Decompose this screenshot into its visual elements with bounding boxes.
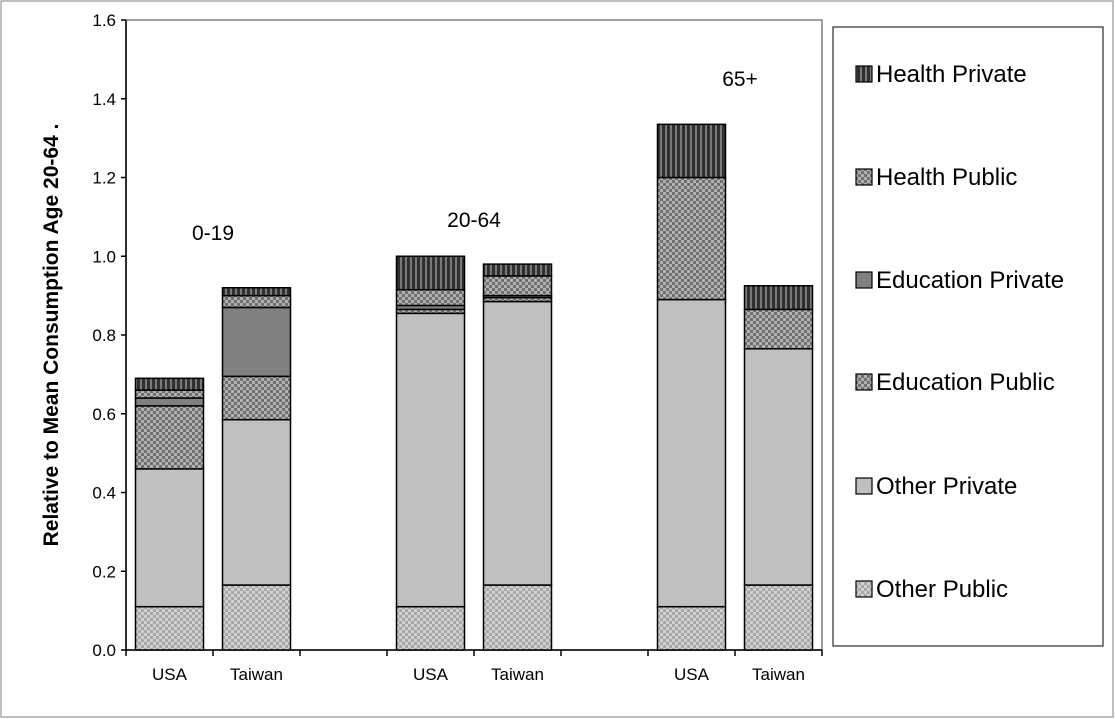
y-tick-label: 1.2 [92, 169, 116, 188]
y-tick-label: 1.6 [92, 11, 116, 30]
bar-segment-other-private [134, 468, 205, 608]
y-tick-label: 1.0 [92, 247, 116, 266]
legend-swatch [855, 373, 873, 391]
bar-segment-health-private [221, 287, 292, 297]
legend-entry-label: Health Public [876, 164, 1017, 191]
bar-segment-other-public [743, 584, 814, 651]
legend-swatch [855, 477, 873, 495]
legend-entry-label: Education Private [876, 267, 1064, 294]
bar-segment-education-public [134, 405, 205, 470]
legend-entry-label: Other Private [876, 473, 1017, 500]
bar-segment-other-private [656, 298, 727, 608]
x-category-label: USA [674, 665, 710, 684]
x-category-label: Taiwan [491, 665, 544, 684]
bar-segment-other-public [482, 584, 553, 651]
legend-entry-label: Education Public [876, 369, 1055, 396]
y-axis-label: Relative to Mean Consumption Age 20-64 . [40, 124, 63, 547]
category-labels: USA Taiwan USA Taiwan USA Taiwan [152, 665, 805, 684]
bar-segment-health-private [395, 255, 466, 291]
age-group-label: 65+ [722, 68, 758, 91]
x-category-label: USA [152, 665, 188, 684]
bar-segment-other-private [482, 300, 553, 586]
bar-segment-health-public [482, 275, 553, 297]
legend-swatch [855, 271, 873, 289]
age-group-label: 0-19 [192, 222, 234, 245]
bar-segment-health-public [395, 288, 466, 307]
bar-segment-education-private [221, 306, 292, 378]
bar-segment-other-public [395, 605, 466, 651]
bar-segment-education-private [134, 397, 205, 407]
bar-segment-other-public [221, 584, 292, 651]
bar-segment-health-public [221, 294, 292, 309]
bar-segment-health-private [134, 377, 205, 391]
bar-segment-health-private [482, 263, 553, 277]
legend-swatch [855, 65, 873, 83]
y-axis: 0.0 0.2 0.4 0.6 0.8 1.0 1.2 1.4 1.6 [92, 11, 127, 660]
legend-swatch [855, 580, 873, 598]
bars [134, 123, 814, 651]
bar-segment-education-public [221, 375, 292, 421]
bar-segment-health-private [743, 285, 814, 311]
legend-entry-label: Health Private [876, 61, 1027, 88]
y-tick-label: 0.8 [92, 326, 116, 345]
x-category-label: Taiwan [752, 665, 805, 684]
bar-segment-health-public [134, 389, 205, 399]
bar-segment-other-public [656, 605, 727, 651]
legend-box [832, 26, 1104, 647]
y-tick-label: 0.0 [92, 641, 116, 660]
bar-segment-health-public [743, 308, 814, 350]
bar-segment-other-public [134, 605, 205, 651]
x-axis [125, 649, 823, 656]
x-category-label: USA [413, 665, 449, 684]
age-group-label: 20-64 [447, 209, 501, 232]
y-tick-label: 1.4 [92, 90, 116, 109]
y-tick-label: 0.4 [92, 484, 116, 503]
y-tick-label: 0.2 [92, 562, 116, 581]
bar-segment-other-private [221, 418, 292, 586]
bar-segment-health-private [656, 123, 727, 179]
group-labels: 0-19 20-64 65+ [192, 68, 758, 245]
x-category-label: Taiwan [230, 665, 283, 684]
legend: Health Private Health Public Education Pri… [855, 61, 1064, 603]
bar-segment-other-private [743, 348, 814, 586]
bar-segment-health-public [656, 176, 727, 301]
y-tick-label: 0.6 [92, 405, 116, 424]
bar-segment-other-private [395, 312, 466, 608]
legend-swatch [855, 168, 873, 186]
legend-entry-label: Other Public [876, 576, 1008, 603]
